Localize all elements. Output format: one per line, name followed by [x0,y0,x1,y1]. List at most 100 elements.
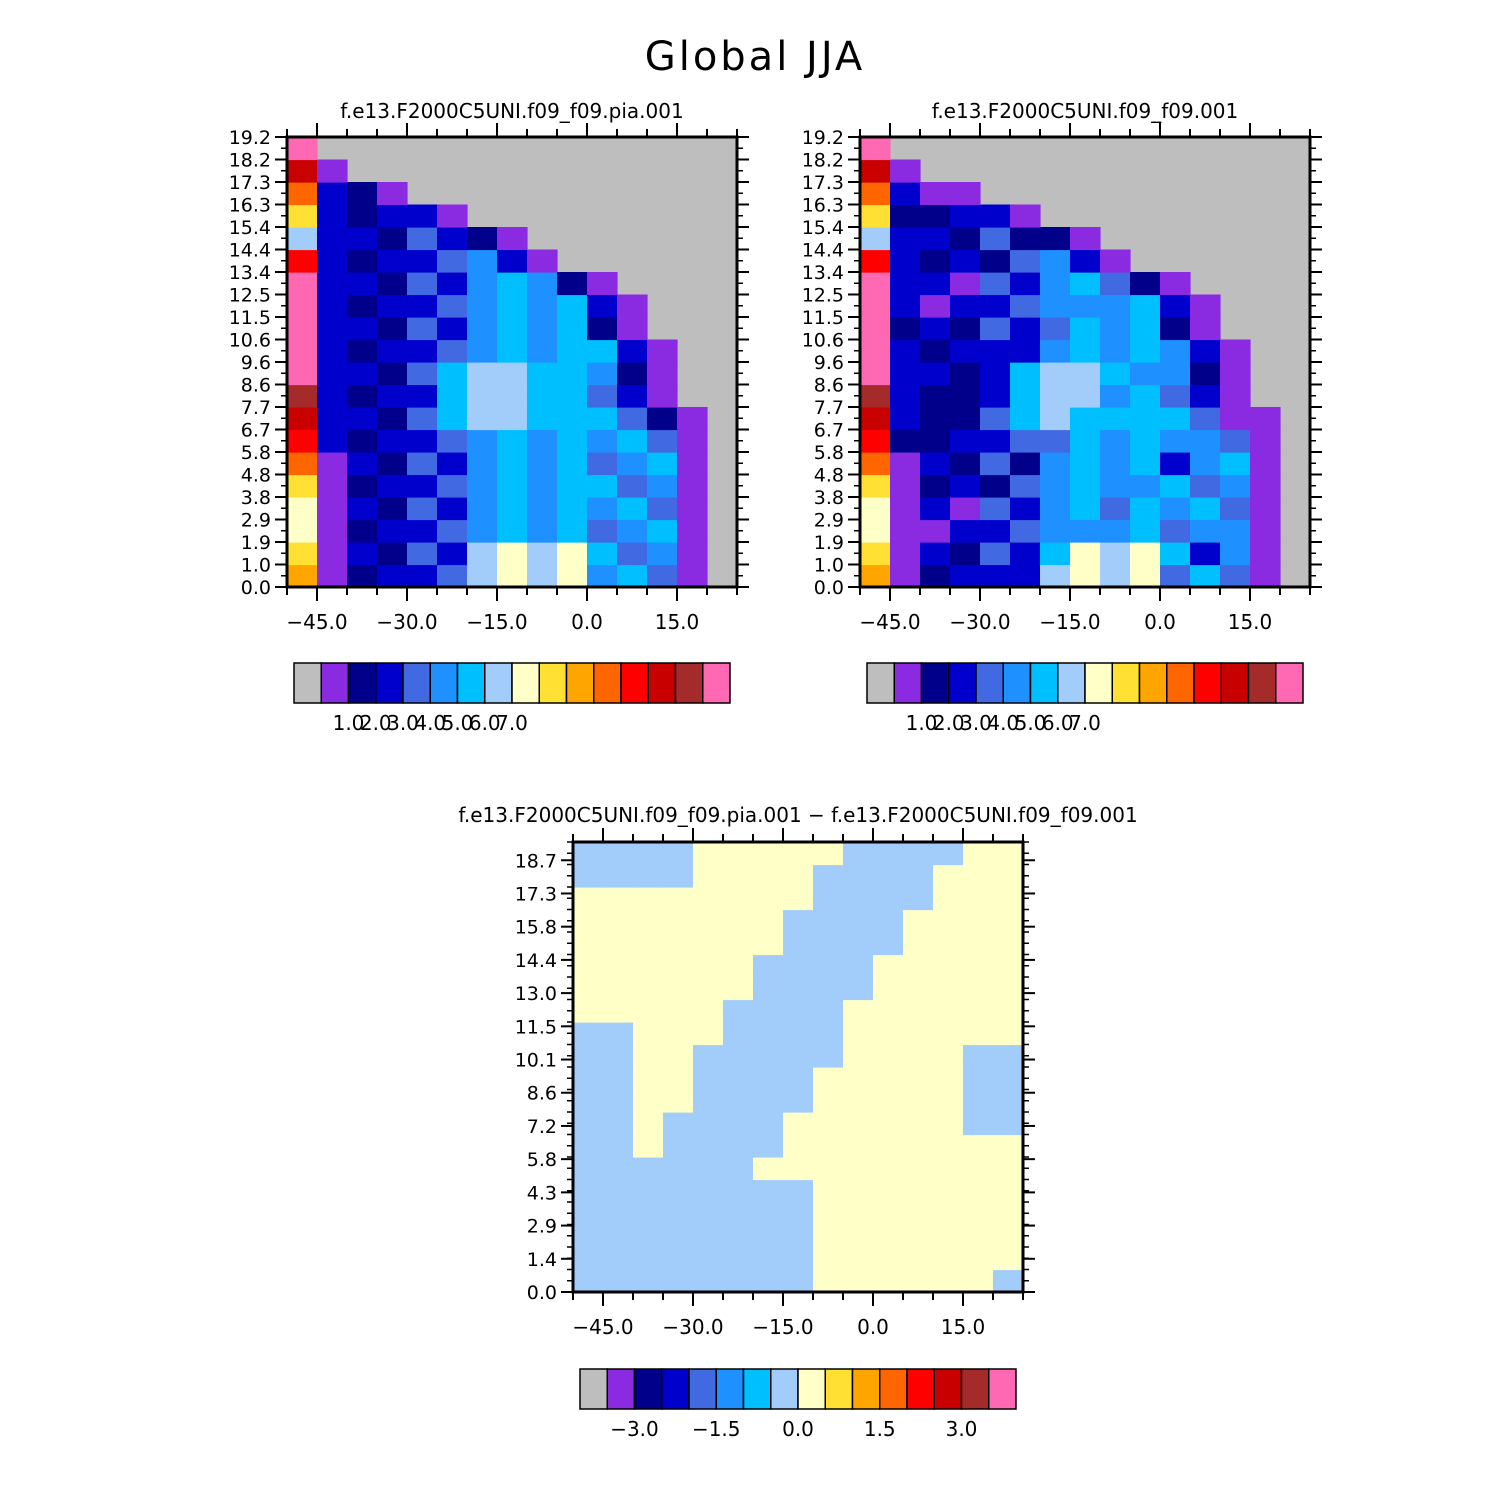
heatmap-cell [1040,339,1071,363]
heatmap-cell [663,1202,694,1226]
heatmap-cell [1220,407,1251,431]
heatmap-cell [1070,474,1101,498]
colorbar-label: 6.0 [469,711,501,735]
heatmap-cell [1130,429,1161,453]
heatmap-cell [497,497,528,521]
heatmap-cell [347,227,378,251]
heatmap-cell [860,204,891,228]
heatmap-cell [920,182,951,206]
heatmap-cell [557,429,588,453]
heatmap-cell [723,909,754,933]
heatmap-cell [377,272,408,296]
heatmap-cell [317,497,348,521]
heatmap-cell [753,864,784,888]
heatmap-cell [677,542,708,566]
heatmap-cell [873,864,904,888]
heatmap-cell [890,452,921,476]
heatmap-cell [407,542,438,566]
heatmap-cell [980,362,1011,386]
heatmap-cell [980,384,1011,408]
y-tick-label: 6.7 [241,420,271,442]
heatmap-cell [633,1089,664,1113]
heatmap-cell [617,317,648,341]
heatmap-cell [497,317,528,341]
heatmap-cell [603,1269,634,1293]
heatmap-cell [603,842,634,866]
heatmap-cell [1130,294,1161,318]
y-tick-label: 8.6 [527,1083,557,1105]
heatmap-cell [497,519,528,543]
heatmap-cell [920,542,951,566]
heatmap-cell [347,182,378,206]
heatmap-cell [993,977,1024,1001]
heatmap-cell [890,497,921,521]
heatmap-cell [603,1202,634,1226]
heatmap-cell [677,407,708,431]
heatmap-cell [663,1247,694,1271]
heatmap-cell [573,1202,604,1226]
heatmap-cell [1040,564,1071,588]
heatmap-cell [933,909,964,933]
heatmap-cell [920,362,951,386]
colorbar-swatch [715,1368,745,1410]
heatmap-cell [1220,384,1251,408]
colorbar-label: −1.5 [692,1417,741,1441]
heatmap-cell [950,564,981,588]
heatmap-cell [1250,542,1281,566]
heatmap-cell [933,1202,964,1226]
heatmap-cell [813,1202,844,1226]
heatmap-cell [557,362,588,386]
heatmap-cell [950,542,981,566]
heatmap-cell [557,474,588,498]
colorbar-swatch [975,662,1004,704]
heatmap-cell [993,1247,1024,1271]
heatmap-cell [497,294,528,318]
heatmap-cell [783,1134,814,1158]
heatmap-cell [647,497,678,521]
heatmap-cell [693,1179,724,1203]
heatmap-cell [617,429,648,453]
heatmap-cell [933,999,964,1023]
heatmap-cell [1070,497,1101,521]
heatmap-cell [903,842,934,866]
heatmap-cell [890,204,921,228]
heatmap-cell [753,1157,784,1181]
heatmap-cell [903,1022,934,1046]
heatmap-cell [1040,519,1071,543]
heatmap-cell [993,1044,1024,1068]
heatmap-cell [753,1179,784,1203]
heatmap-cell [813,1067,844,1091]
heatmap-cell [587,474,618,498]
heatmap-cell [723,842,754,866]
x-tick-label: 0.0 [571,610,603,634]
heatmap-cell [617,542,648,566]
y-tick-label: 12.5 [229,285,271,307]
heatmap-cell [1070,519,1101,543]
heatmap-cell [693,1269,724,1293]
heatmap-cell [573,999,604,1023]
heatmap-cell [617,362,648,386]
heatmap-cell [783,1089,814,1113]
heatmap-cell [920,227,951,251]
heatmap-cell [980,272,1011,296]
heatmap-cell [1130,272,1161,296]
heatmap-cell [557,452,588,476]
heatmap-cell [813,954,844,978]
heatmap-cell [980,564,1011,588]
heatmap-cell [890,227,921,251]
heatmap-cell [1130,339,1161,363]
heatmap-cell [633,1202,664,1226]
panel-difference: f.e13.F2000C5UNI.f09_f09.pia.001 − f.e13… [458,803,1137,1441]
colorbar-label: 3.0 [946,1417,978,1441]
heatmap-cell [573,1112,604,1136]
heatmap-cell [1100,362,1131,386]
heatmap-cell [890,249,921,273]
heatmap-cell [497,249,528,273]
heatmap-cell [557,339,588,363]
heatmap-cell [633,1247,664,1271]
heatmap-cell [920,519,951,543]
heatmap-cell [783,999,814,1023]
heatmap-cell [1100,249,1131,273]
y-tick-label: 14.4 [802,240,844,262]
colorbar-label: 4.0 [987,711,1019,735]
